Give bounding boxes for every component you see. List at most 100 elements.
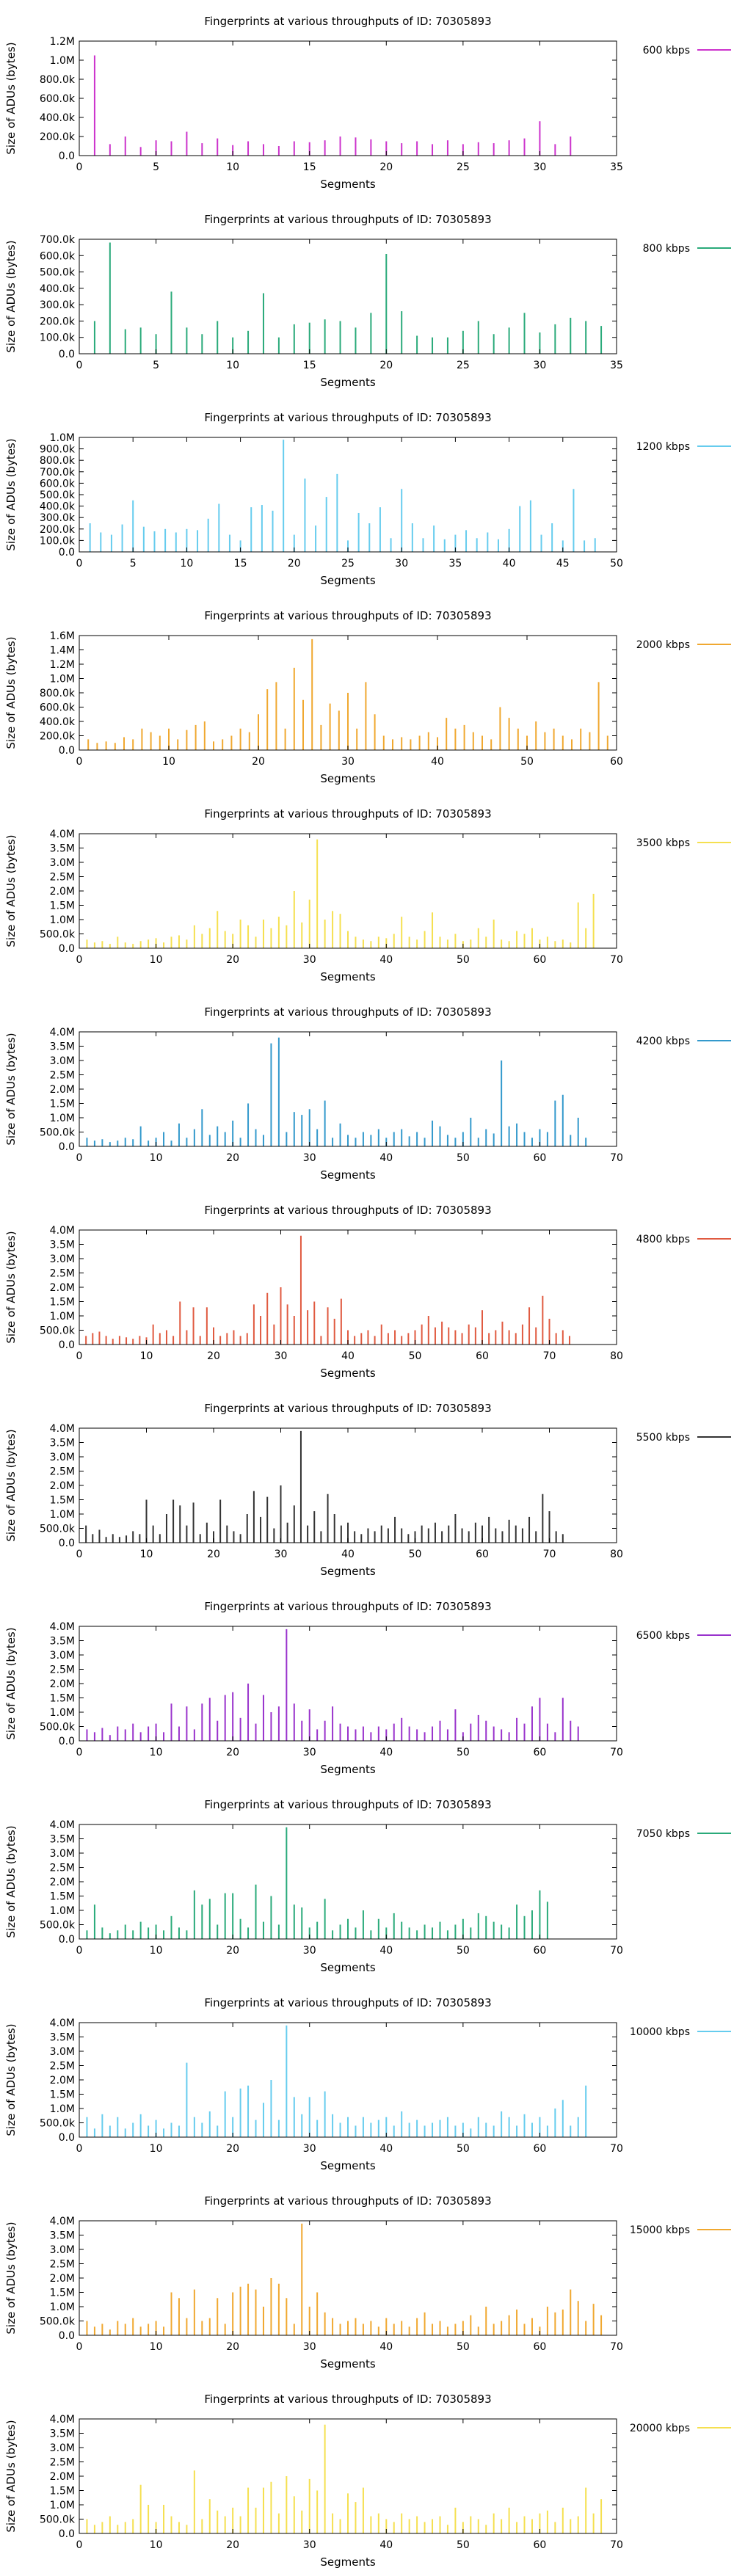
y-tick-label: 700.0k <box>40 467 76 479</box>
x-tick-label: 50 <box>457 1747 470 1758</box>
legend-label: 800 kbps <box>643 243 690 255</box>
y-tick-label: 1.0M <box>50 914 75 926</box>
chart-svg: Fingerprints at various throughputs of I… <box>4 2194 731 2371</box>
y-axis-label: Size of ADUs (bytes) <box>4 1033 18 1145</box>
y-axis-label: Size of ADUs (bytes) <box>4 1627 18 1739</box>
y-tick-label: 500.0k <box>40 2316 76 2328</box>
x-tick-label: 40 <box>379 1945 393 1957</box>
x-tick-label: 35 <box>448 558 462 570</box>
y-tick-label: 500.0k <box>40 1325 76 1337</box>
y-tick-label: 3.5M <box>50 2428 75 2440</box>
x-tick-label: 50 <box>457 2143 470 2155</box>
chart-svg: Fingerprints at various throughputs of I… <box>4 1005 731 1182</box>
y-tick-label: 3.0M <box>50 1055 75 1067</box>
x-tick-label: 0 <box>76 2143 83 2155</box>
x-tick-label: 30 <box>303 1747 316 1758</box>
chart-panel: Fingerprints at various throughputs of I… <box>0 396 734 594</box>
y-tick-label: 400.0k <box>40 112 76 124</box>
y-axis-label: Size of ADUs (bytes) <box>4 636 18 749</box>
y-axis-label: Size of ADUs (bytes) <box>4 2420 18 2532</box>
y-tick-label: 1.0M <box>50 2103 75 2115</box>
x-tick-label: 60 <box>610 756 623 768</box>
x-tick-label: 30 <box>341 756 355 768</box>
y-tick-label: 500.0k <box>40 267 76 279</box>
x-tick-label: 70 <box>610 954 623 966</box>
y-tick-label: 500.0k <box>40 2118 76 2130</box>
x-tick-label: 20 <box>288 558 301 570</box>
x-tick-label: 20 <box>226 1747 239 1758</box>
plot-frame <box>79 437 617 553</box>
x-axis-label: Segments <box>320 2357 376 2371</box>
y-tick-label: 500.0k <box>40 1920 76 1932</box>
x-tick-label: 15 <box>234 558 247 570</box>
y-axis-label: Size of ADUs (bytes) <box>4 1429 18 1541</box>
chart-panel: Fingerprints at various throughputs of I… <box>0 1387 734 1585</box>
x-tick-label: 10 <box>226 360 239 371</box>
x-tick-label: 50 <box>457 1152 470 1164</box>
x-tick-label: 45 <box>556 558 570 570</box>
x-tick-label: 20 <box>226 2143 239 2155</box>
y-tick-label: 1.5M <box>50 2288 75 2299</box>
plot-frame <box>79 40 617 156</box>
y-tick-label: 800.0k <box>40 74 76 86</box>
x-axis-label: Segments <box>320 1763 376 1776</box>
y-tick-label: 1.5M <box>50 1891 75 1903</box>
x-axis-label: Segments <box>320 772 376 785</box>
x-tick-label: 10 <box>226 161 239 173</box>
chart-svg: Fingerprints at various throughputs of I… <box>4 411 731 587</box>
y-tick-label: 4.0M <box>50 2017 75 2029</box>
x-tick-label: 25 <box>457 161 470 173</box>
y-tick-label: 4.0M <box>50 1027 75 1038</box>
legend-label: 1200 kbps <box>636 441 690 453</box>
chart-title: Fingerprints at various throughputs of I… <box>204 1402 491 1415</box>
legend-label: 7050 kbps <box>636 1828 690 1840</box>
chart-svg: Fingerprints at various throughputs of I… <box>4 609 731 785</box>
y-tick-label: 600.0k <box>40 702 76 714</box>
y-tick-label: 2.0M <box>50 1282 75 1294</box>
y-axis-label: Size of ADUs (bytes) <box>4 438 18 550</box>
x-tick-label: 50 <box>409 1350 422 1362</box>
x-tick-label: 70 <box>543 1549 556 1560</box>
chart-panel: Fingerprints at various throughputs of I… <box>0 793 734 991</box>
chart-title: Fingerprints at various throughputs of I… <box>204 1996 491 2009</box>
y-tick-label: 3.5M <box>50 1041 75 1053</box>
y-tick-label: 1.0M <box>50 1905 75 1917</box>
x-tick-label: 0 <box>76 161 83 173</box>
x-tick-label: 20 <box>226 1152 239 1164</box>
y-tick-label: 500.0k <box>40 490 76 501</box>
y-tick-label: 4.0M <box>50 1423 75 1435</box>
x-tick-label: 10 <box>140 1350 153 1362</box>
y-tick-label: 0.0 <box>59 1538 75 1549</box>
y-tick-label: 3.0M <box>50 2442 75 2454</box>
x-tick-label: 40 <box>431 756 444 768</box>
y-tick-label: 800.0k <box>40 455 76 467</box>
y-tick-label: 1.5M <box>50 1495 75 1507</box>
y-axis-label: Size of ADUs (bytes) <box>4 240 18 352</box>
x-tick-label: 50 <box>457 2539 470 2551</box>
y-tick-label: 4.0M <box>50 2216 75 2227</box>
x-tick-label: 20 <box>226 2539 239 2551</box>
y-tick-label: 0.0 <box>59 547 75 559</box>
x-tick-label: 50 <box>457 1945 470 1957</box>
chart-panel: Fingerprints at various throughputs of I… <box>0 1982 734 2180</box>
y-tick-label: 2.0M <box>50 1480 75 1492</box>
chart-svg: Fingerprints at various throughputs of I… <box>4 1600 731 1776</box>
x-tick-label: 10 <box>150 1945 163 1957</box>
legend-label: 10000 kbps <box>630 2026 690 2038</box>
x-tick-label: 70 <box>610 2539 623 2551</box>
x-tick-label: 15 <box>303 360 316 371</box>
x-tick-label: 5 <box>153 360 159 371</box>
y-tick-label: 3.0M <box>50 1650 75 1662</box>
y-tick-label: 1.5M <box>50 2486 75 2497</box>
y-tick-label: 0.0 <box>59 2132 75 2144</box>
chart-panel: Fingerprints at various throughputs of I… <box>0 2180 734 2378</box>
y-tick-label: 1.5M <box>50 1297 75 1309</box>
legend-label: 6500 kbps <box>636 1630 690 1642</box>
x-tick-label: 30 <box>303 2341 316 2353</box>
legend-label: 20000 kbps <box>630 2423 690 2434</box>
y-tick-label: 2.0M <box>50 1084 75 1096</box>
x-tick-label: 20 <box>207 1350 220 1362</box>
chart-panel: Fingerprints at various throughputs of I… <box>0 991 734 1189</box>
x-tick-label: 60 <box>534 2539 547 2551</box>
y-tick-label: 2.5M <box>50 1070 75 1082</box>
